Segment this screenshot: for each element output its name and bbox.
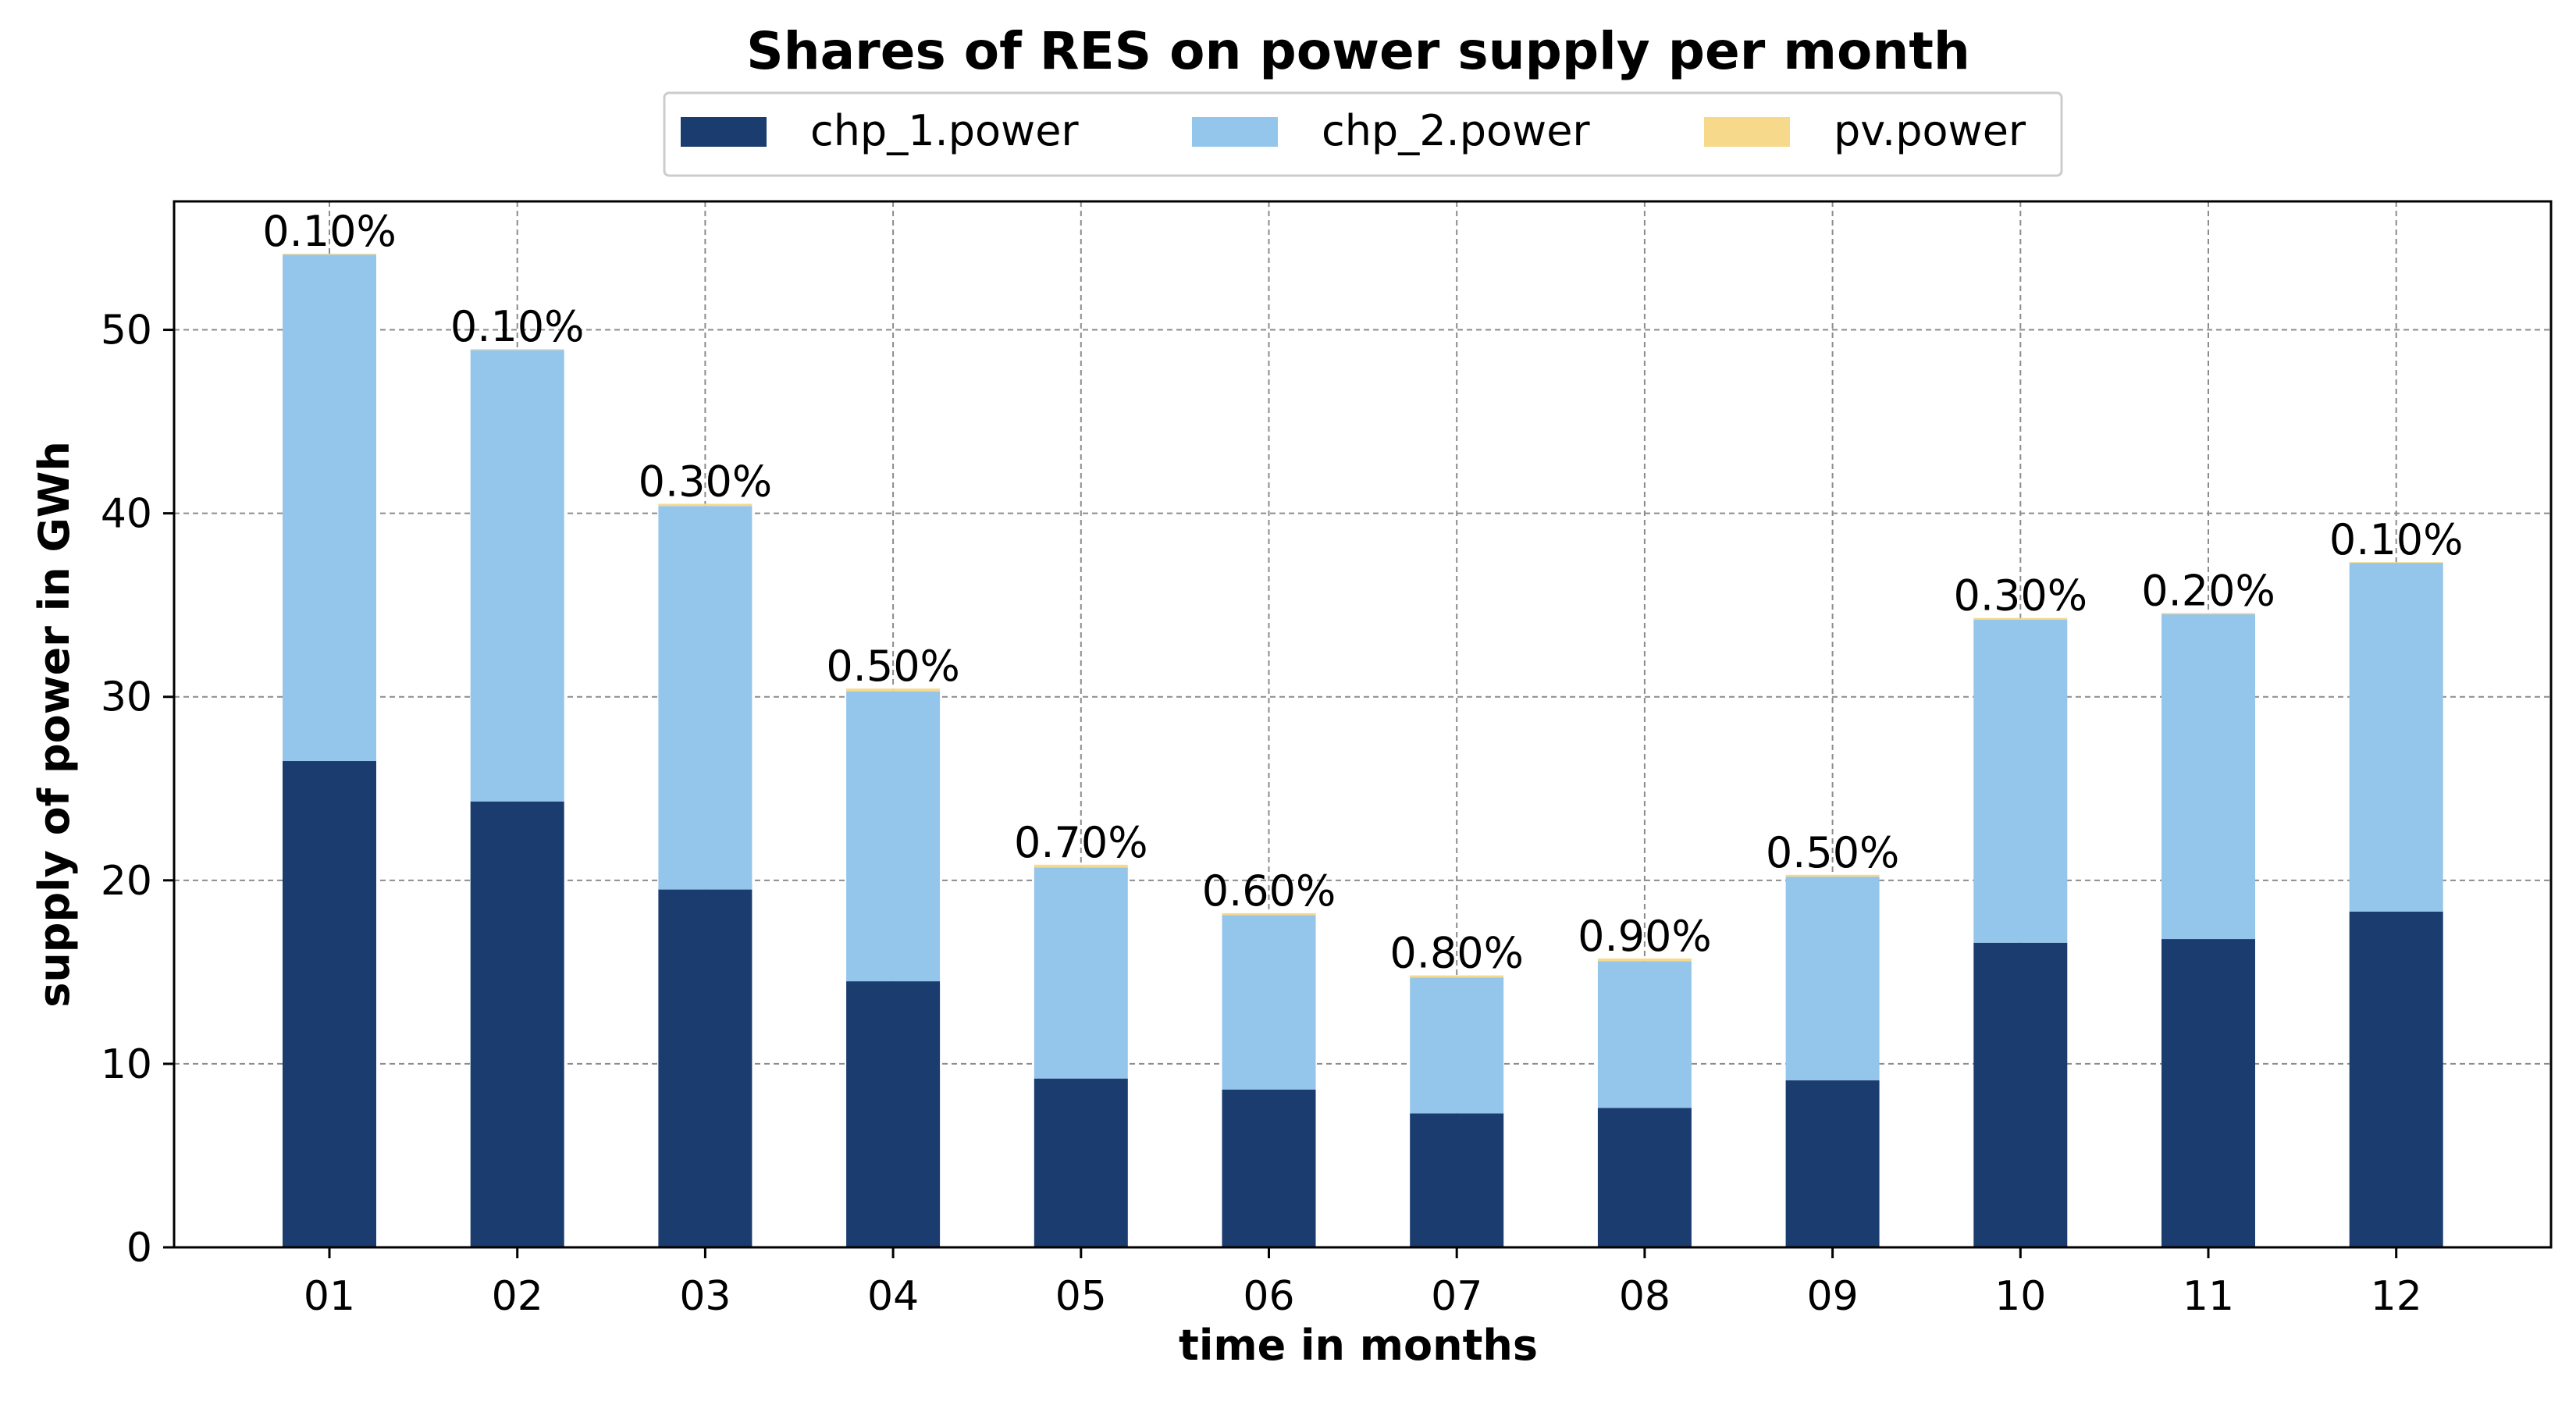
legend-label: pv.power xyxy=(1834,106,2026,155)
legend-label: chp_2.power xyxy=(1322,106,1590,155)
bar-value-labels: 0.10% 0.10% 0.30% 0.50% 0.70% 0.60% 0.80% 0.90%… xyxy=(262,207,2463,978)
y-tick-label: 50 xyxy=(101,308,152,354)
bar-chp-2-power-09 xyxy=(1785,877,1880,1081)
bar-chp-2-power-01 xyxy=(283,254,376,762)
bar-total-label: 0.50% xyxy=(826,642,960,691)
x-tick-label: 04 xyxy=(867,1273,919,1320)
x-tick-label: 02 xyxy=(492,1273,543,1320)
bar-pv-power-08 xyxy=(1597,958,1692,962)
bar-pv-power-11 xyxy=(2161,613,2255,614)
y-axis-label: supply of power in GWh xyxy=(30,441,79,1008)
bar-total-label: 0.60% xyxy=(1202,866,1336,916)
bar-pv-power-05 xyxy=(1034,864,1128,868)
bar-chp-2-power-08 xyxy=(1597,961,1692,1108)
bar-chp-2-power-02 xyxy=(470,350,564,802)
y-tick-label: 10 xyxy=(101,1041,152,1088)
bar-total-label: 0.80% xyxy=(1389,929,1524,978)
y-tick-label: 0 xyxy=(126,1225,152,1272)
bar-chp-1-power-04 xyxy=(846,981,941,1247)
x-axis-label: time in months xyxy=(1179,1321,1538,1370)
x-axis-ticks: 01 02 03 04 05 06 07 08 09 10 11 12 xyxy=(304,1247,2422,1320)
bar-pv-power-02 xyxy=(470,349,564,350)
x-tick-label: 11 xyxy=(2183,1273,2234,1320)
x-tick-label: 07 xyxy=(1431,1273,1482,1320)
x-tick-label: 08 xyxy=(1619,1273,1670,1320)
bar-total-label: 0.90% xyxy=(1578,912,1712,961)
bar-chp-2-power-06 xyxy=(1222,915,1316,1090)
bar-chp-1-power-02 xyxy=(470,801,564,1247)
bar-chp-1-power-05 xyxy=(1034,1078,1128,1247)
x-tick-label: 06 xyxy=(1243,1273,1294,1320)
y-axis-ticks: 0 10 20 30 40 50 xyxy=(101,308,174,1272)
x-tick-label: 12 xyxy=(2371,1273,2422,1320)
bar-pv-power-06 xyxy=(1222,912,1316,916)
bar-chp-2-power-12 xyxy=(2349,563,2443,912)
bar-total-label: 0.10% xyxy=(450,302,585,351)
bar-chp-1-power-10 xyxy=(1973,942,2068,1247)
bar-pv-power-04 xyxy=(846,688,941,692)
bar-chp-1-power-03 xyxy=(658,889,753,1247)
legend-swatch-pv-power xyxy=(1704,117,1790,147)
bar-chp-1-power-11 xyxy=(2161,939,2255,1247)
bar-chp-2-power-10 xyxy=(1973,620,2068,943)
x-tick-label: 09 xyxy=(1807,1273,1859,1320)
x-tick-label: 10 xyxy=(1994,1273,2046,1320)
bar-pv-power-03 xyxy=(658,503,753,507)
x-tick-label: 01 xyxy=(304,1273,355,1320)
bar-chp-2-power-05 xyxy=(1034,867,1128,1079)
bar-chp-1-power-01 xyxy=(283,761,376,1247)
legend-box xyxy=(663,91,2063,177)
x-tick-label: 03 xyxy=(679,1273,731,1320)
bar-total-label: 0.10% xyxy=(262,207,397,256)
bar-chp-1-power-09 xyxy=(1785,1080,1880,1247)
x-tick-label: 05 xyxy=(1055,1273,1107,1320)
bar-pv-power-09 xyxy=(1785,874,1880,877)
bar-chp-2-power-04 xyxy=(846,691,941,982)
bar-chp-1-power-07 xyxy=(1410,1113,1504,1247)
bar-chp-2-power-03 xyxy=(658,506,753,890)
bar-chp-1-power-12 xyxy=(2349,911,2443,1247)
plot-frame xyxy=(173,200,2553,1249)
bar-chp-2-power-07 xyxy=(1410,977,1504,1114)
bar-pv-power-07 xyxy=(1410,975,1504,978)
bar-total-label: 0.20% xyxy=(2141,566,2275,615)
legend: chp_1.power chp_2.power pv.power xyxy=(663,91,2063,177)
bar-chp-2-power-11 xyxy=(2161,614,2255,940)
bar-chp-1-power-08 xyxy=(1597,1108,1692,1247)
legend-swatch-chp-2-power xyxy=(1192,117,1278,147)
legend-swatch-chp-1-power xyxy=(681,117,767,147)
bars xyxy=(283,254,2443,1247)
bar-total-label: 0.50% xyxy=(1766,828,1900,877)
y-tick-label: 40 xyxy=(101,491,152,538)
bar-pv-power-12 xyxy=(2349,562,2443,564)
bar-total-label: 0.70% xyxy=(1014,818,1148,867)
bar-chp-1-power-06 xyxy=(1222,1089,1316,1247)
bar-total-label: 0.30% xyxy=(639,457,773,506)
y-tick-label: 20 xyxy=(101,858,152,905)
y-tick-label: 30 xyxy=(101,674,152,721)
legend-label: chp_1.power xyxy=(810,106,1079,155)
bar-total-label: 0.30% xyxy=(1954,571,2088,621)
chart-title: Shares of RES on power supply per month xyxy=(746,21,1970,81)
bar-pv-power-10 xyxy=(1973,617,2068,620)
bar-total-label: 0.10% xyxy=(2329,515,2464,564)
